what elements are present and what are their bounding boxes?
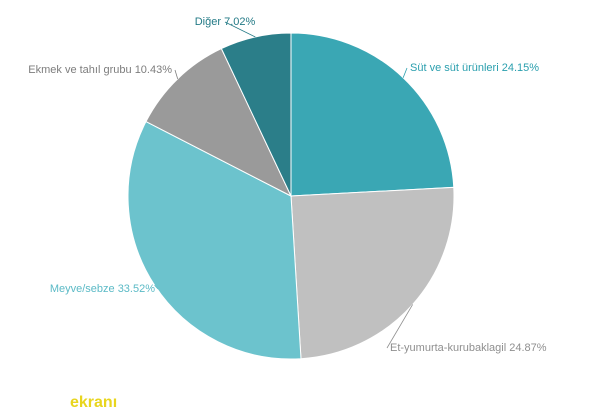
watermark: ekranı	[70, 394, 117, 411]
slice-label: Meyve/sebze 33.52%	[50, 283, 155, 295]
label-name: Meyve/sebze	[50, 283, 115, 295]
label-value: 24.87%	[509, 342, 547, 354]
label-value: 24.15%	[502, 62, 540, 74]
slice-label: Ekmek ve tahıl grubu 10.43%	[28, 64, 172, 76]
leader-line	[402, 67, 408, 78]
label-name: Diğer	[195, 16, 222, 28]
label-name: Süt ve süt ürünleri	[410, 62, 499, 74]
leader-line	[154, 284, 159, 290]
slice-label: Süt ve süt ürünleri 24.15%	[410, 62, 539, 74]
label-value: 7.02%	[224, 16, 255, 28]
label-name: Ekmek ve tahıl grubu	[28, 64, 131, 76]
slice-label: Diğer 7.02%	[195, 16, 256, 28]
leader-line	[386, 304, 414, 349]
pie-slice	[290, 32, 455, 197]
slice-label: Et-yumurta-kurubaklagil 24.87%	[390, 342, 547, 354]
label-value: 10.43%	[135, 64, 173, 76]
leader-line	[174, 69, 179, 79]
pie-slice	[290, 186, 455, 360]
label-value: 33.52%	[118, 283, 156, 295]
pie-slice	[220, 32, 292, 197]
pie-slice	[145, 47, 293, 198]
leader-line	[224, 21, 256, 38]
label-name: Et-yumurta-kurubaklagil	[390, 342, 506, 354]
